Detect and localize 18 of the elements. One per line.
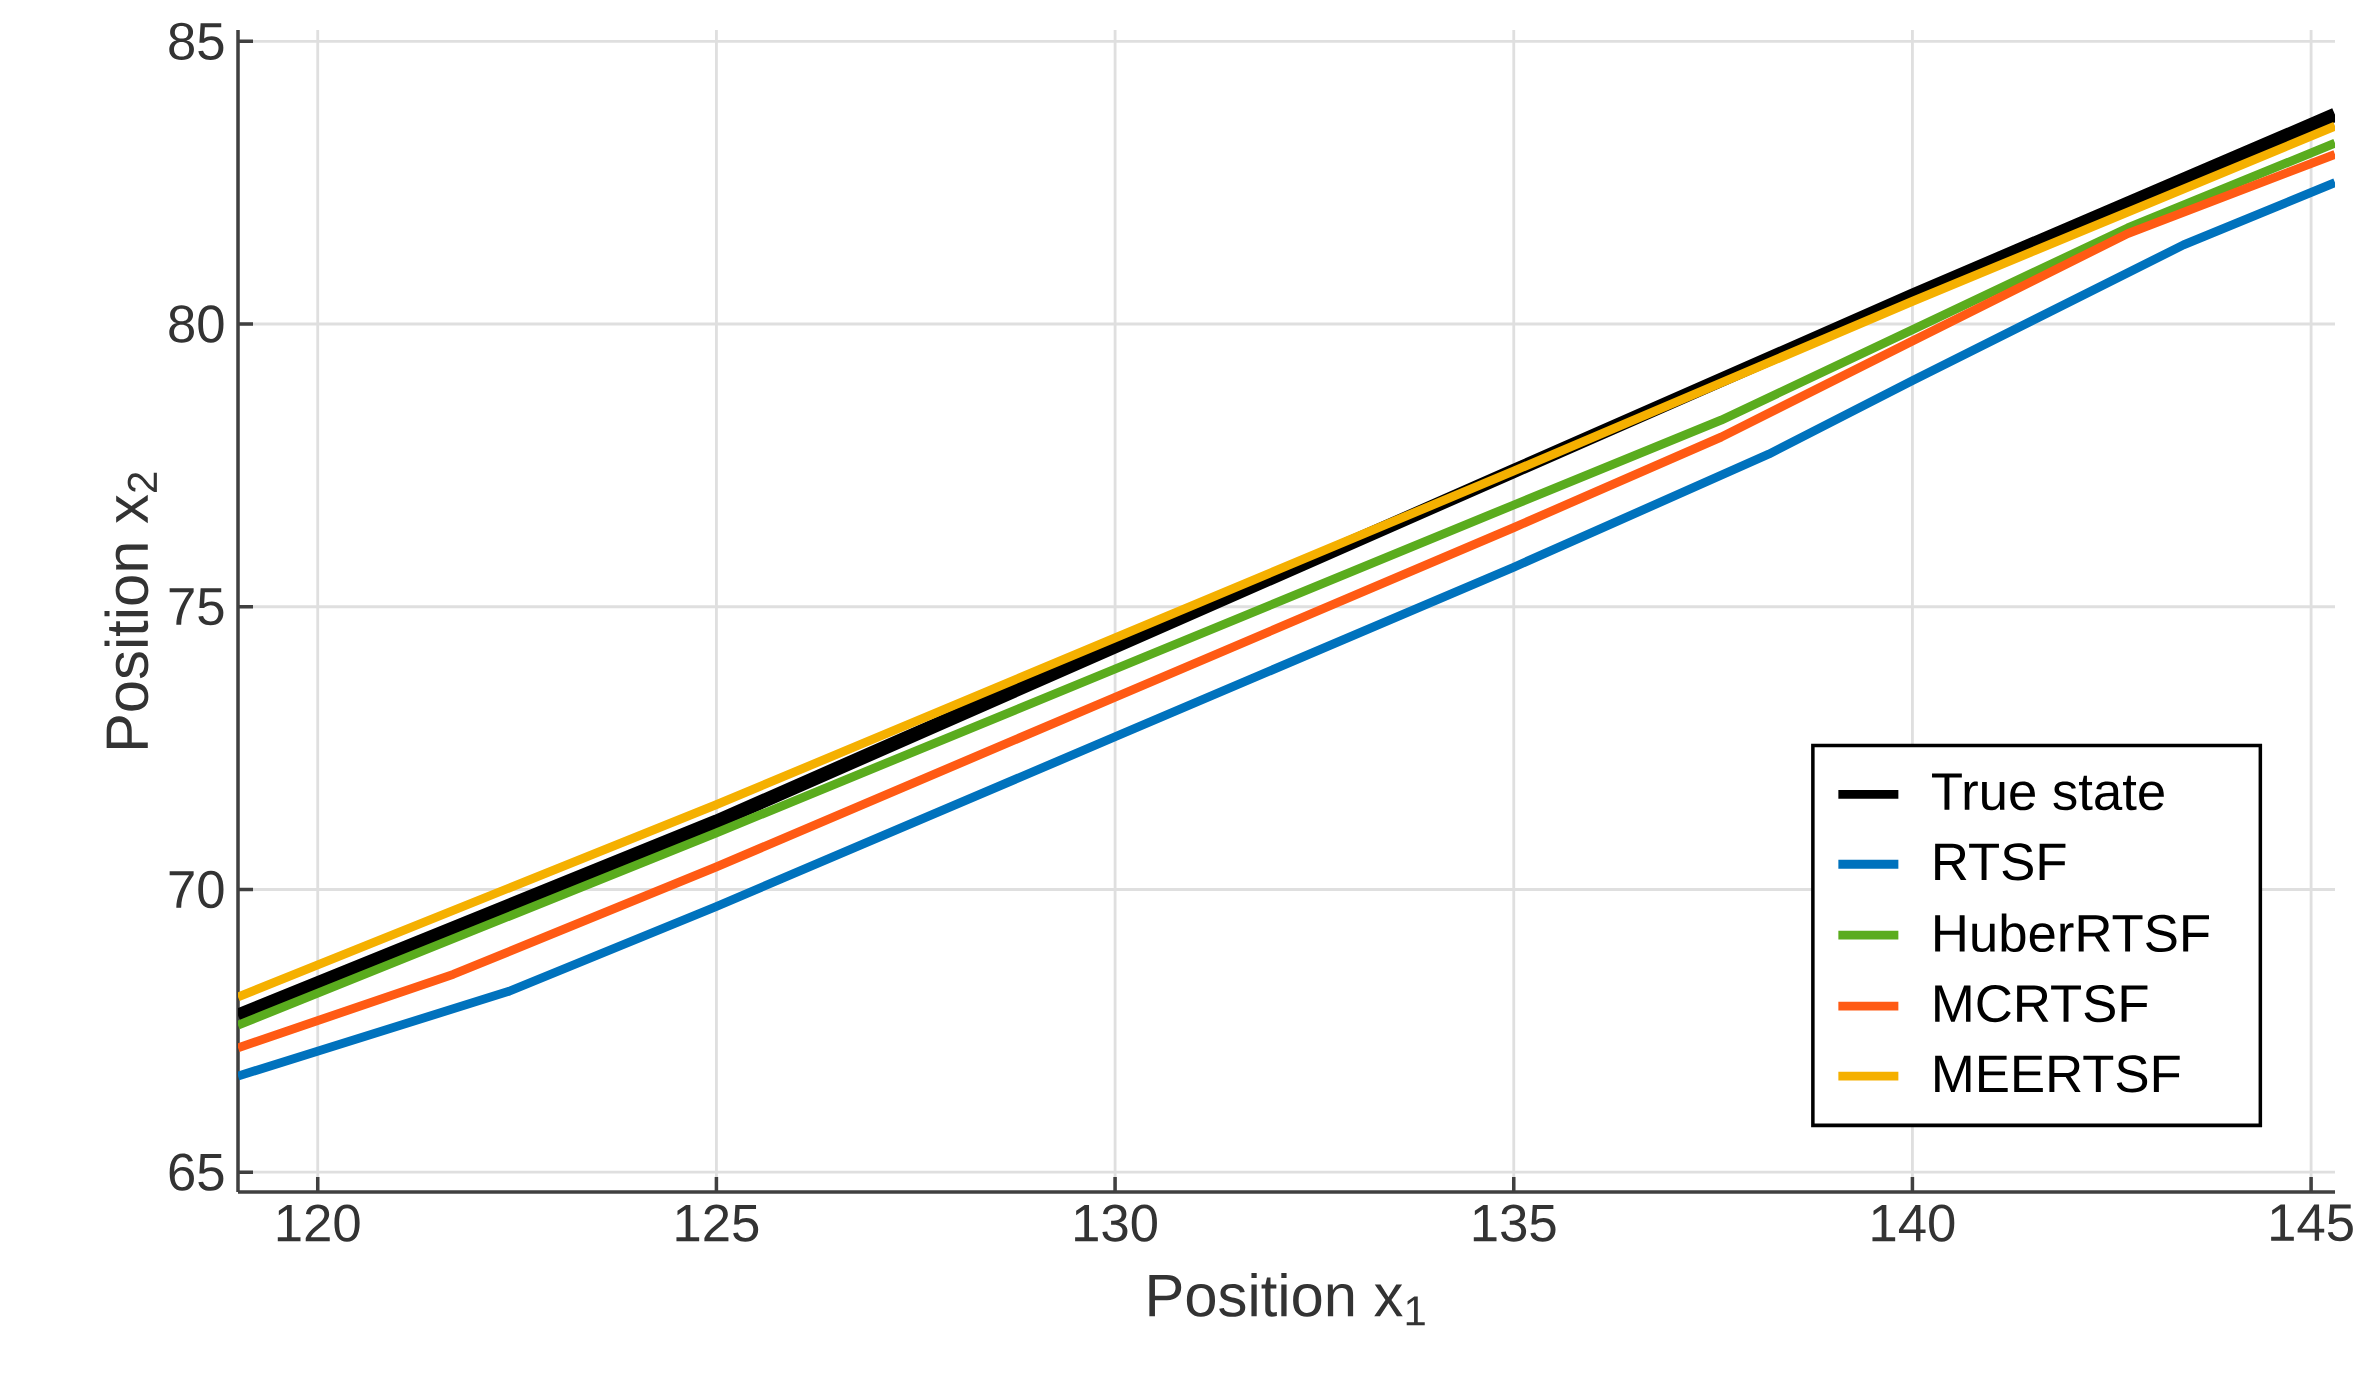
x-tick-label: 120 [277,1204,360,1242]
legend-label: HuberRTSF [1935,913,2210,953]
x-tick-label: 140 [1872,1204,1955,1242]
legend-label: RTSF [1935,843,2066,881]
x-tick-label: 145 [2271,1204,2353,1242]
y-tick-label: 70 [169,870,224,909]
y-tick-label: 65 [169,1153,224,1191]
legend-label: MEERTSF [1935,1055,2180,1093]
x-tick-label: 135 [1473,1204,1556,1242]
x-tick-label: 125 [676,1204,759,1242]
y-tick-label: 80 [169,305,224,343]
y-axis-title: Position x$_{2}$ [104,472,157,749]
y-tick-label: 75 [169,588,224,626]
x-tick-label: 130 [1075,1204,1157,1242]
y-tick-label: 85 [169,22,224,60]
legend-label: MCRTSF [1935,984,2148,1023]
x-axis-title: Position x$_{1}$ [1149,1272,1425,1326]
legend-label: True state [1932,773,2164,811]
